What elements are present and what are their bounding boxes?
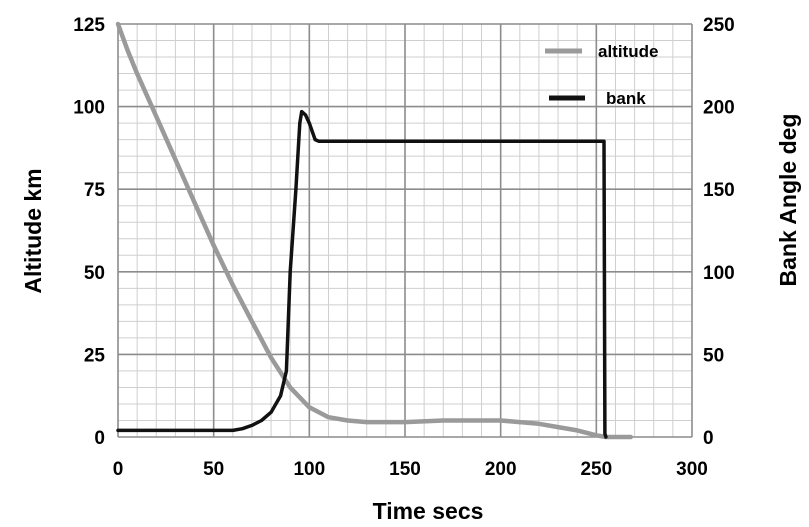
series-line-bank — [116, 109, 608, 439]
series-layer — [115, 21, 634, 440]
y-left-tick-label: 25 — [84, 345, 106, 366]
x-axis-title: Time secs — [373, 498, 484, 524]
x-tick-label: 150 — [389, 459, 421, 480]
y-right-axis-title: Bank Angle deg — [775, 114, 801, 287]
y-right-tick-label: 0 — [703, 428, 714, 449]
x-tick-label: 0 — [113, 459, 124, 480]
legend-label-bank: bank — [606, 89, 646, 108]
y-left-tick-label: 75 — [84, 180, 106, 201]
y-left-tick-label: 0 — [94, 428, 105, 449]
y-right-tick-label: 250 — [703, 15, 735, 36]
y-left-tick-labels: 0 25 50 75 100 125 — [73, 15, 105, 449]
x-tick-label: 50 — [203, 459, 224, 480]
y-right-tick-label: 150 — [703, 180, 735, 201]
x-tick-label: 100 — [293, 459, 325, 480]
y-left-tick-label: 100 — [73, 98, 105, 119]
x-tick-label: 200 — [485, 459, 517, 480]
x-tick-labels: 0 50 100 150 200 250 300 — [113, 459, 708, 480]
legend-label-altitude: altitude — [598, 42, 658, 61]
y-right-tick-label: 100 — [703, 263, 735, 284]
series-line-altitude — [115, 21, 634, 440]
y-right-tick-label: 50 — [703, 345, 724, 366]
y-right-tick-labels: 0 50 100 150 200 250 — [703, 15, 735, 449]
y-left-axis-title: Altitude km — [20, 168, 46, 293]
legend: altitude bank — [545, 42, 658, 108]
y-right-tick-label: 200 — [703, 98, 735, 119]
x-tick-label: 300 — [676, 459, 708, 480]
x-tick-label: 250 — [580, 459, 612, 480]
y-left-tick-label: 125 — [73, 15, 105, 36]
grid-major — [117, 23, 693, 438]
y-left-tick-label: 50 — [84, 263, 105, 284]
